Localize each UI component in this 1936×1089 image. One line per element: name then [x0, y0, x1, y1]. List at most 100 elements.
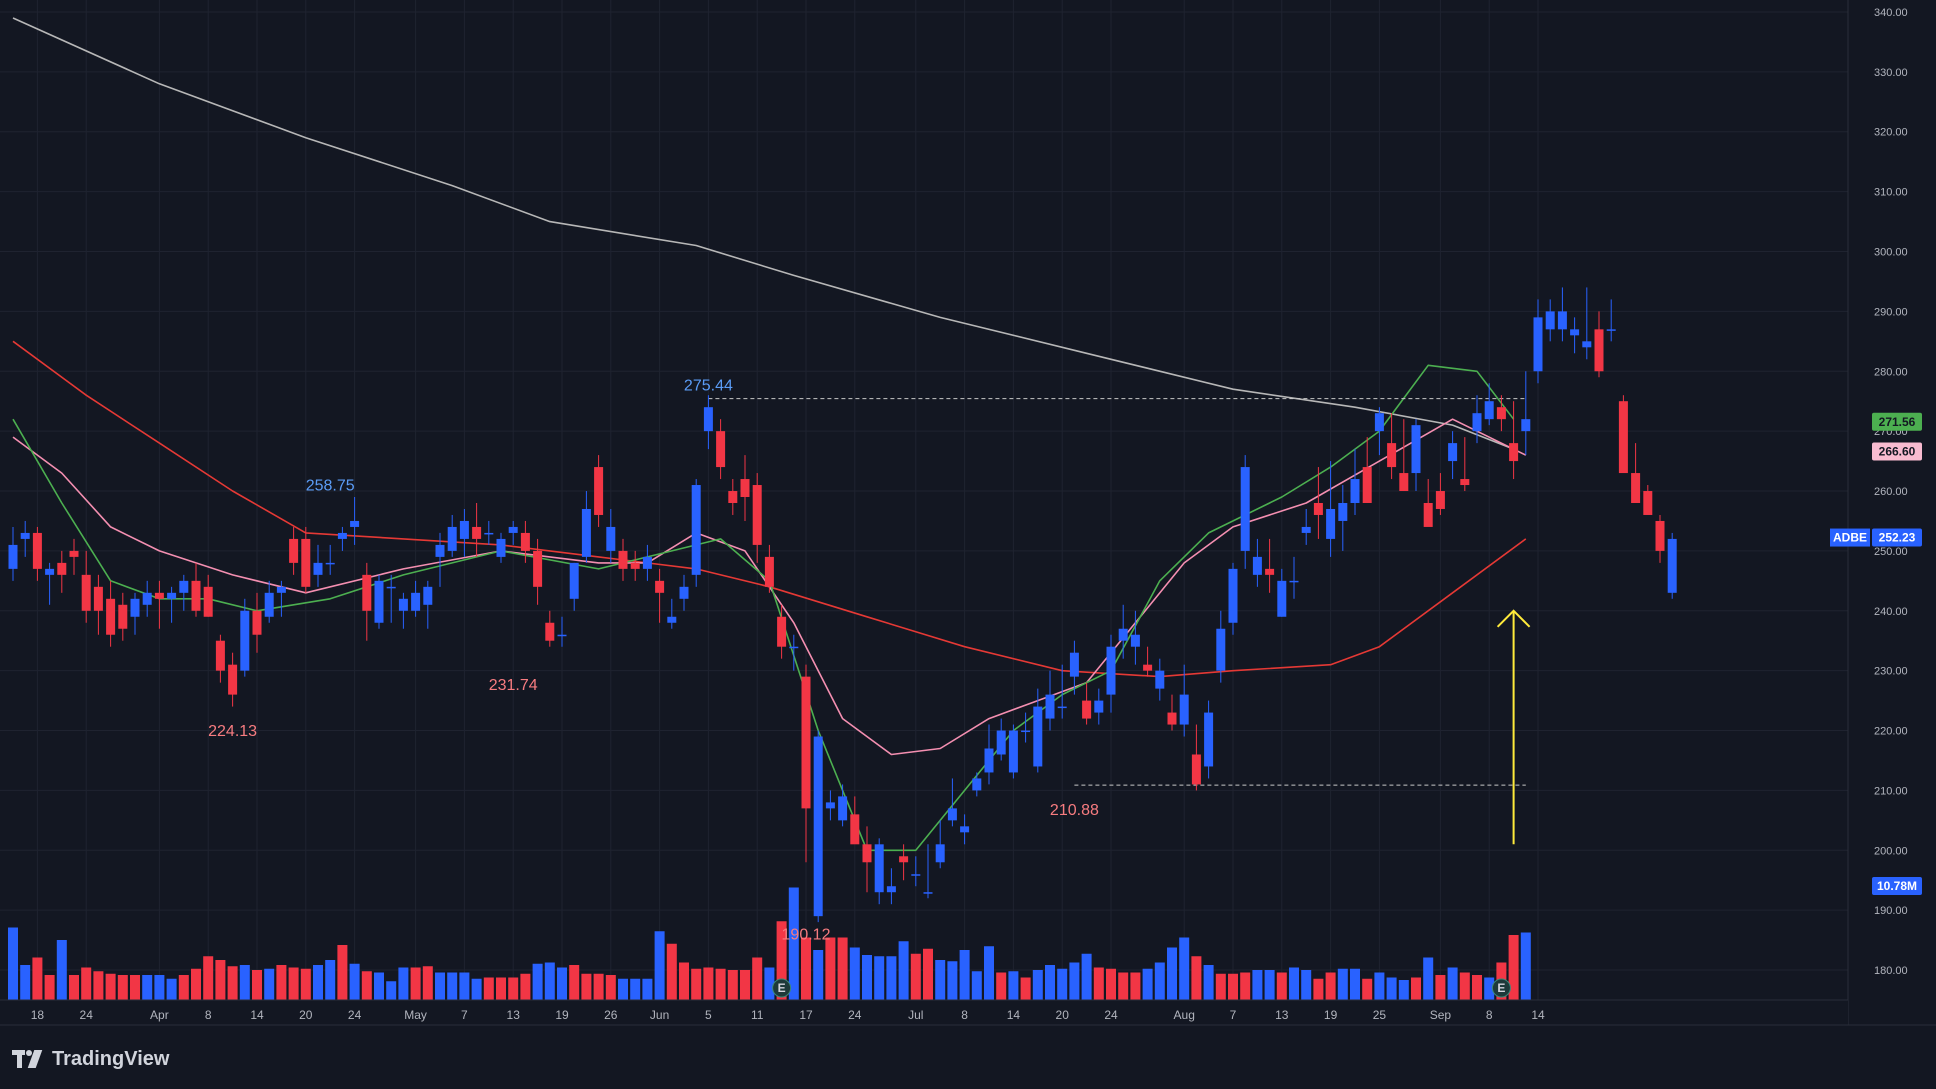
candle-body: [93, 586, 103, 611]
time-axis-panel[interactable]: [0, 1000, 1848, 1025]
price-tick-label: 320.00: [1874, 127, 1908, 139]
time-tick-label: 19: [1324, 1008, 1338, 1022]
time-tick-label: 26: [604, 1008, 618, 1022]
price-tag: 271.56: [1879, 415, 1916, 429]
volume-bar: [1069, 962, 1080, 1000]
candle-body: [228, 664, 238, 695]
volume-bar: [618, 978, 628, 1000]
candle-body: [618, 550, 628, 569]
time-tick-label: 13: [1275, 1008, 1289, 1022]
volume-bar: [605, 975, 616, 1000]
price-tick-label: 310.00: [1874, 187, 1908, 199]
candle-body: [191, 580, 201, 611]
earnings-label: E: [1497, 981, 1505, 995]
volume-bar: [178, 975, 189, 1000]
price-tick-label: 180.00: [1874, 965, 1908, 977]
volume-bar: [1313, 978, 1324, 1000]
time-tick-label: 24: [1104, 1008, 1118, 1022]
price-axis-panel[interactable]: [1848, 0, 1936, 1025]
volume-bar: [752, 957, 763, 1000]
candle-body: [57, 562, 67, 575]
candle-body: [435, 544, 445, 557]
candle-body: [179, 580, 189, 593]
candle-body: [630, 562, 640, 569]
candle-body: [1374, 413, 1384, 432]
volume-bar: [1459, 972, 1470, 1000]
candle-body: [508, 526, 518, 533]
time-tick-label: 19: [555, 1008, 569, 1022]
time-tick-label: 25: [1373, 1008, 1387, 1022]
volume-bar: [1215, 973, 1226, 1000]
price-tick-label: 280.00: [1874, 366, 1908, 378]
price-tick-label: 290.00: [1874, 306, 1908, 318]
volume-bar: [520, 973, 531, 1000]
volume-bar: [215, 960, 226, 1000]
tradingview-brand[interactable]: TradingView: [12, 1047, 169, 1071]
candle-body: [1069, 652, 1079, 677]
volume-bar: [447, 972, 458, 1000]
candle-body: [1362, 467, 1372, 503]
volume-bar: [1045, 965, 1055, 1000]
volume-bar: [1447, 967, 1458, 1000]
volume-bar: [1167, 947, 1177, 1000]
volume-bar: [935, 960, 946, 1000]
volume-bar: [1337, 968, 1348, 1000]
candle-body: [203, 586, 213, 617]
price-annotation: 231.74: [489, 677, 538, 694]
candle-body: [1387, 443, 1397, 468]
candle-body: [1643, 491, 1653, 515]
price-tick-label: 260.00: [1874, 486, 1908, 498]
volume-bar: [996, 972, 1007, 1000]
volume-bar: [801, 937, 811, 1000]
brand-name: TradingView: [52, 1047, 170, 1070]
candle-body: [984, 748, 994, 773]
candle-body: [545, 622, 555, 641]
time-tick-label: 24: [848, 1008, 862, 1022]
volume-bar: [1264, 970, 1275, 1000]
candle-body: [472, 526, 482, 539]
volume-bar: [532, 963, 543, 1000]
volume-bar: [69, 975, 79, 1000]
candle-body: [960, 826, 970, 833]
volume-bar: [81, 967, 92, 1000]
time-tick-label: Aug: [1174, 1008, 1195, 1022]
volume-bar: [8, 927, 18, 1000]
time-tick-label: 14: [1531, 1008, 1545, 1022]
volume-bar: [764, 967, 775, 1000]
candle-body: [1240, 467, 1250, 551]
candle-body: [1667, 538, 1677, 593]
volume-bar: [44, 975, 55, 1000]
candle-body: [911, 874, 921, 876]
price-tick-label: 220.00: [1874, 726, 1908, 738]
candle-body: [289, 538, 299, 563]
candle-body: [1045, 694, 1055, 719]
candle-body: [423, 586, 433, 605]
price-tick-label: 300.00: [1874, 246, 1908, 258]
volume-bar: [1362, 978, 1373, 1000]
candle-body: [1557, 311, 1567, 330]
volume-bar: [837, 937, 848, 1000]
volume-bar: [349, 963, 360, 1000]
candle-body: [947, 808, 957, 821]
volume-bar: [947, 961, 958, 1000]
candle-body: [1618, 401, 1628, 474]
volume-bar: [93, 971, 104, 1000]
volume-bar: [325, 960, 336, 1000]
volume-bar: [1435, 975, 1446, 1000]
candle-body: [789, 646, 799, 649]
tradingview-logo-icon: [12, 1050, 46, 1068]
candle-body: [240, 610, 250, 671]
candle-body: [1082, 700, 1092, 719]
price-tag: 266.60: [1879, 444, 1916, 458]
volume-bar: [1118, 972, 1129, 1000]
candle-body: [350, 520, 360, 527]
price-tick-label: 330.00: [1874, 67, 1908, 79]
candle-body: [1484, 401, 1494, 420]
candle-body: [1655, 520, 1665, 551]
volume-bar: [276, 965, 287, 1000]
time-tick-label: 8: [961, 1008, 968, 1022]
volume-bar: [788, 887, 799, 1000]
candle-body: [1021, 730, 1031, 733]
